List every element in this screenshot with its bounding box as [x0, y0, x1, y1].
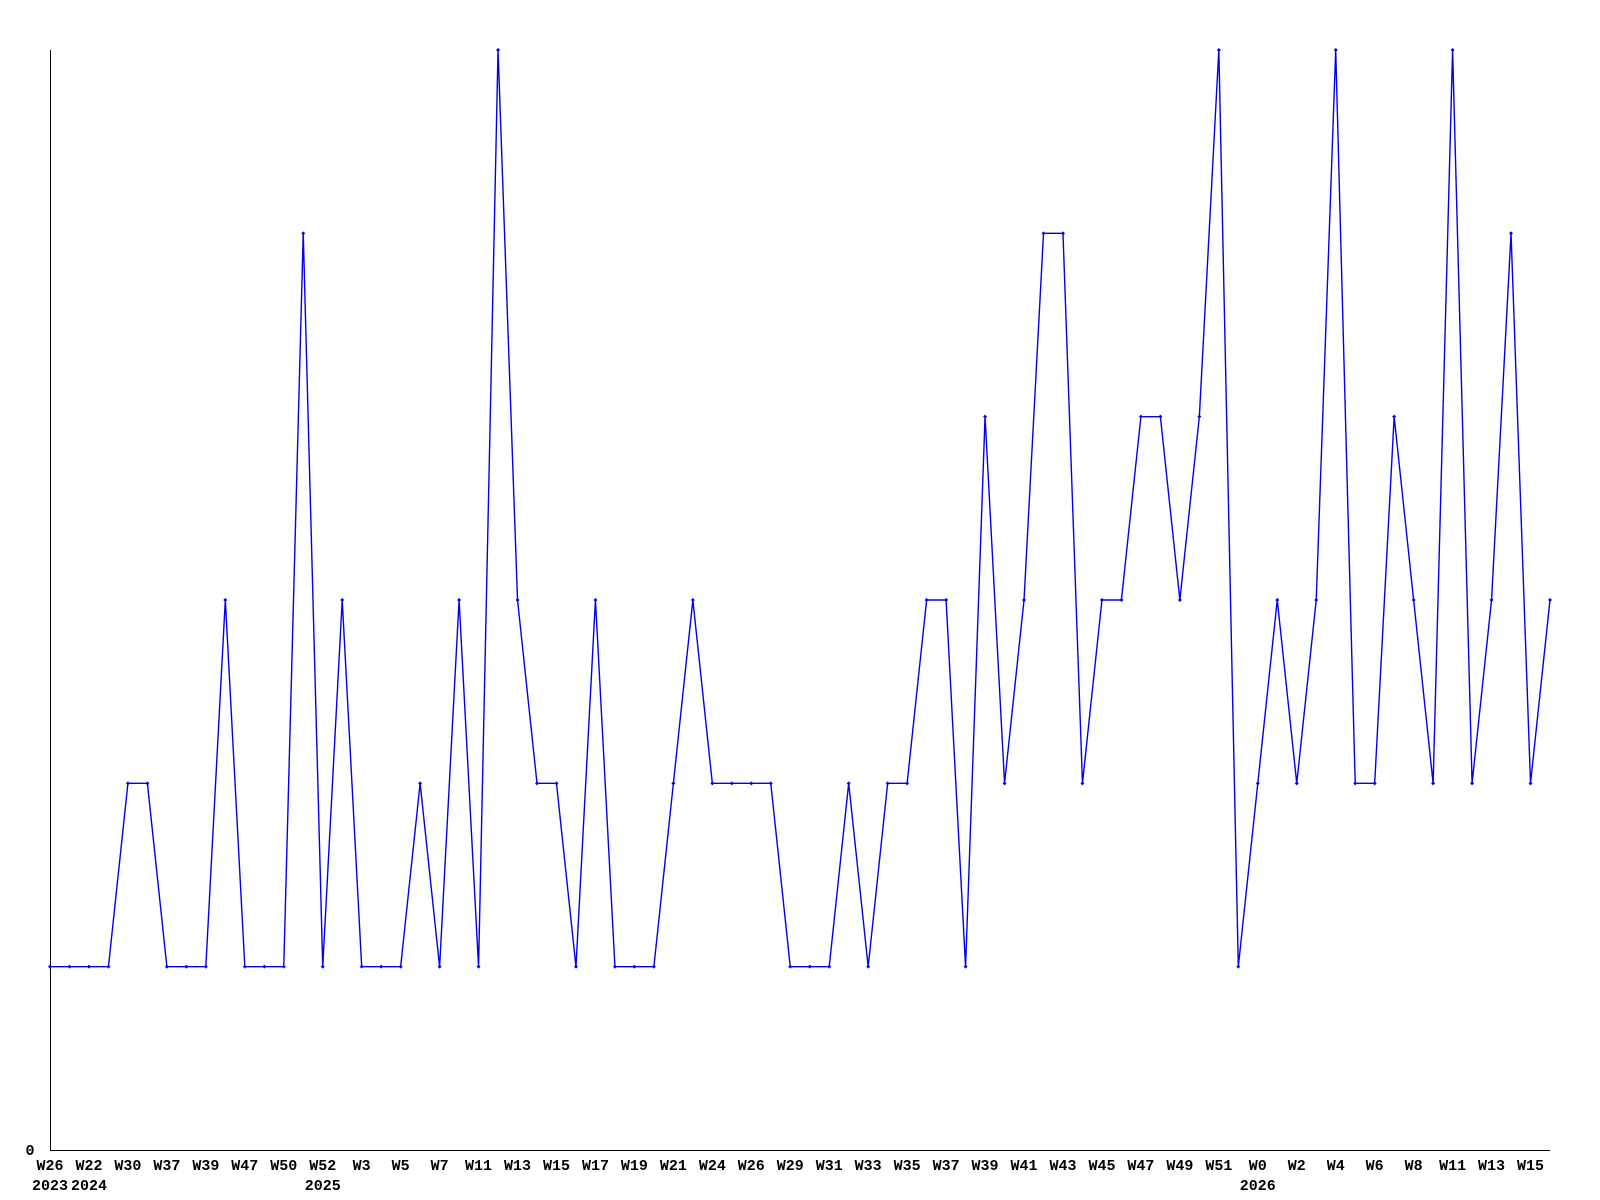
svg-text:W30: W30	[114, 1158, 141, 1175]
svg-text:W17: W17	[582, 1158, 609, 1175]
svg-text:2025: 2025	[305, 1178, 341, 1195]
svg-text:W19: W19	[621, 1158, 648, 1175]
svg-text:W8: W8	[1405, 1158, 1423, 1175]
svg-text:2023: 2023	[32, 1178, 68, 1195]
svg-text:W15: W15	[543, 1158, 570, 1175]
svg-text:W50: W50	[270, 1158, 297, 1175]
svg-text:W52: W52	[309, 1158, 336, 1175]
svg-text:2024: 2024	[71, 1178, 107, 1195]
svg-text:W39: W39	[192, 1158, 219, 1175]
svg-text:W47: W47	[231, 1158, 258, 1175]
svg-text:W7: W7	[431, 1158, 449, 1175]
svg-text:W37: W37	[153, 1158, 180, 1175]
svg-text:W31: W31	[816, 1158, 843, 1175]
svg-text:W47: W47	[1127, 1158, 1154, 1175]
svg-text:W39: W39	[972, 1158, 999, 1175]
svg-text:W49: W49	[1166, 1158, 1193, 1175]
svg-text:W21: W21	[660, 1158, 687, 1175]
svg-text:W43: W43	[1049, 1158, 1076, 1175]
svg-text:W2: W2	[1288, 1158, 1306, 1175]
svg-text:W51: W51	[1205, 1158, 1232, 1175]
svg-text:W45: W45	[1088, 1158, 1115, 1175]
svg-text:W0: W0	[1249, 1158, 1267, 1175]
svg-text:W5: W5	[392, 1158, 410, 1175]
svg-text:W13: W13	[1478, 1158, 1505, 1175]
svg-text:W15: W15	[1517, 1158, 1544, 1175]
svg-text:W4: W4	[1327, 1158, 1345, 1175]
svg-text:W26: W26	[738, 1158, 765, 1175]
svg-text:W22: W22	[75, 1158, 102, 1175]
svg-text:W24: W24	[699, 1158, 726, 1175]
svg-text:W41: W41	[1011, 1158, 1038, 1175]
svg-text:2026: 2026	[1240, 1178, 1276, 1195]
svg-text:W33: W33	[855, 1158, 882, 1175]
svg-text:W11: W11	[1439, 1158, 1466, 1175]
svg-text:W35: W35	[894, 1158, 921, 1175]
svg-text:W11: W11	[465, 1158, 492, 1175]
svg-text:W6: W6	[1366, 1158, 1384, 1175]
svg-text:W29: W29	[777, 1158, 804, 1175]
svg-text:0: 0	[25, 1143, 34, 1160]
svg-text:W37: W37	[933, 1158, 960, 1175]
svg-text:W13: W13	[504, 1158, 531, 1175]
svg-text:W3: W3	[353, 1158, 371, 1175]
svg-text:W26: W26	[36, 1158, 63, 1175]
